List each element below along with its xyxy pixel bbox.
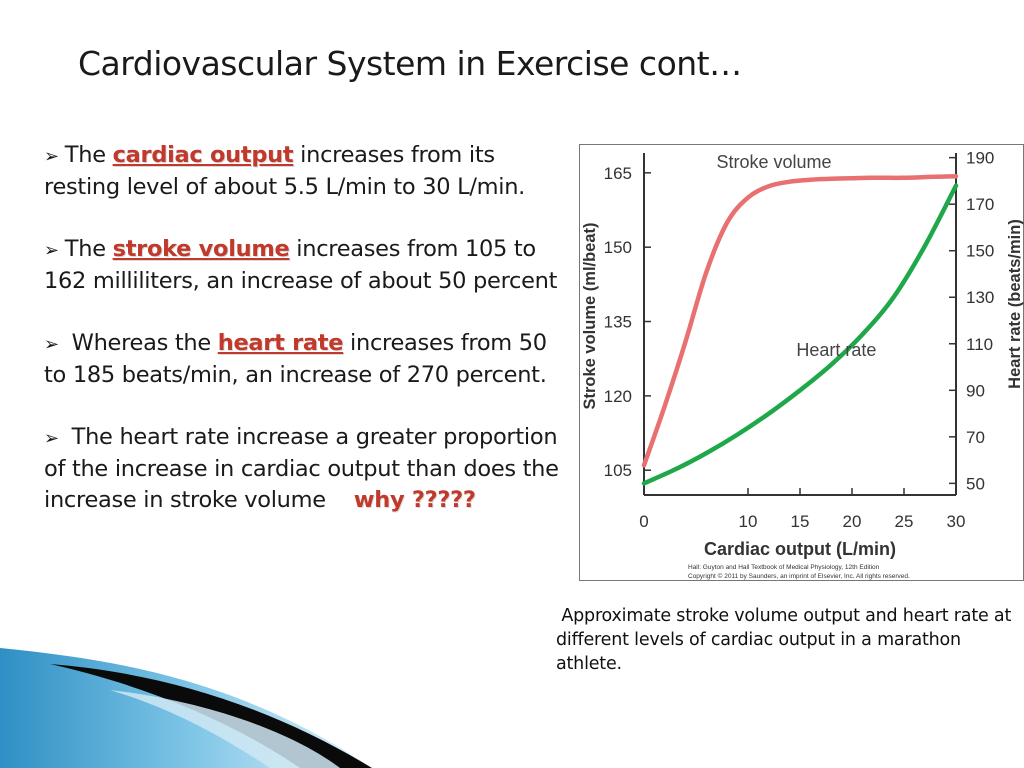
bullet-text: increases from 105 to 162 milliliters, a… (44, 236, 558, 294)
x-tick-label: 30 (947, 512, 966, 531)
x-tick-label: 15 (791, 512, 810, 531)
bullet-text: The (64, 236, 113, 262)
y2-tick-label: 150 (966, 242, 994, 261)
y2-tick-label: 50 (966, 474, 985, 493)
arrow-bullet-icon: ➢ (44, 334, 59, 355)
x-tick-label: 25 (895, 512, 914, 531)
chart-caption: Approximate stroke volume output and hea… (556, 606, 1012, 674)
y2-axis-label: Heart rate (beats/min) (1006, 219, 1024, 389)
highlight-stroke-volume: stroke volume (112, 236, 290, 262)
bullet-list: ➢ The cardiac output increases from its r… (44, 140, 564, 547)
heart-rate-line (641, 183, 959, 486)
arrow-bullet-icon: ➢ (44, 240, 59, 261)
bullet-stroke-volume: ➢ The stroke volume increases from 105 to… (44, 234, 564, 297)
y-tick-label: 165 (604, 164, 632, 183)
slide-title: Cardiovascular System in Exercise cont… (78, 44, 742, 83)
x-axis-label: Cardiac output (L/min) (704, 539, 896, 559)
bullet-text: increases from its resting level of abou… (44, 142, 526, 200)
x-tick-label: 20 (843, 512, 862, 531)
y2-tick-label: 130 (966, 288, 994, 307)
bullet-text: The (64, 142, 113, 168)
highlight-cardiac-output: cardiac output (112, 142, 294, 168)
credit-line: Hall: Guyton and Hall Textbook of Medica… (688, 564, 880, 571)
highlight-heart-rate: heart rate (217, 330, 344, 356)
stroke-volume-line (641, 174, 959, 468)
line-chart: 0 10 15 20 25 30 105 120 135 150 165 50 70 90 110 130 15… (581, 149, 1024, 580)
y2-tick-label: 90 (966, 381, 985, 400)
bullet-cardiac-output: ➢ The cardiac output increases from its r… (44, 140, 564, 203)
y2-tick-label: 170 (966, 195, 994, 214)
swoosh-highlight (110, 690, 340, 768)
x-tick-label: 0 (639, 512, 648, 531)
swoosh-dark (50, 664, 372, 768)
y2-tick-label: 110 (966, 335, 993, 354)
y-axis-label: Stroke volume (ml/beat) (581, 222, 599, 409)
y-tick-label: 105 (604, 461, 632, 480)
credit-line: Copyright © 2011 by Saunders, an imprint… (688, 572, 910, 580)
bullet-proportion: ➢ The heart rate increase a greater prop… (44, 422, 564, 516)
arrow-bullet-icon: ➢ (44, 428, 59, 449)
y-tick-label: 135 (604, 313, 632, 332)
y-tick-label: 120 (604, 387, 632, 406)
x-tick-label: 10 (739, 512, 758, 531)
bullet-heart-rate: ➢ Whereas the heart rate increases from … (44, 328, 564, 391)
heart-rate-annotation: Heart rate (796, 340, 876, 360)
y2-tick-label: 70 (966, 428, 985, 447)
why-question: why ????? (353, 487, 476, 513)
stroke-volume-annotation: Stroke volume (716, 152, 831, 172)
chart-container: 0 10 15 20 25 30 105 120 135 150 165 50 70 90 110 130 15… (579, 144, 1024, 581)
y2-tick-label: 190 (966, 149, 994, 168)
bullet-text: The heart rate increase a greater propor… (44, 424, 559, 513)
bullet-text: Whereas the (64, 330, 218, 356)
arrow-bullet-icon: ➢ (44, 146, 59, 167)
swoosh-blue (0, 648, 372, 768)
y-tick-label: 150 (604, 238, 632, 257)
bullet-text: increases from 50 to 185 beats/min, an i… (44, 330, 547, 388)
